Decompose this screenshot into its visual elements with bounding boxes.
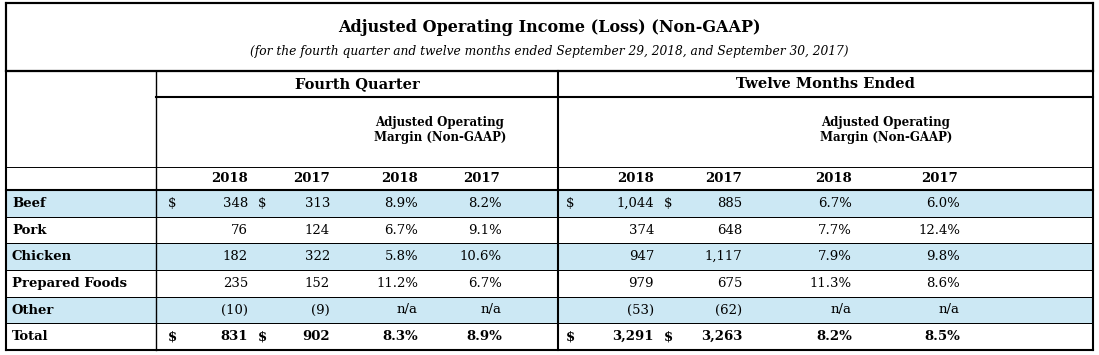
- Text: 374: 374: [629, 224, 654, 236]
- Text: Adjusted Operating
Margin (Non-GAAP): Adjusted Operating Margin (Non-GAAP): [820, 116, 952, 144]
- Text: $: $: [664, 330, 674, 343]
- Text: $: $: [566, 330, 575, 343]
- Text: 8.9%: 8.9%: [385, 197, 418, 210]
- Text: 182: 182: [223, 250, 248, 263]
- Text: 648: 648: [717, 224, 742, 236]
- Text: 11.3%: 11.3%: [810, 277, 852, 290]
- Text: (for the fourth quarter and twelve months ended September 29, 2018, and Septembe: (for the fourth quarter and twelve month…: [251, 44, 848, 58]
- Bar: [5, 297, 1094, 323]
- Text: (10): (10): [221, 304, 248, 317]
- Text: Total: Total: [12, 330, 48, 343]
- Text: $: $: [258, 330, 267, 343]
- Text: $: $: [566, 197, 575, 210]
- Text: 6.7%: 6.7%: [385, 224, 418, 236]
- Text: Beef: Beef: [12, 197, 46, 210]
- Bar: [558, 71, 1094, 97]
- Text: 7.9%: 7.9%: [818, 250, 852, 263]
- Text: 2018: 2018: [815, 172, 853, 185]
- Text: Pork: Pork: [12, 224, 46, 236]
- Text: 675: 675: [717, 277, 742, 290]
- Text: 152: 152: [304, 277, 330, 290]
- Text: 76: 76: [231, 224, 248, 236]
- Text: 2018: 2018: [212, 172, 248, 185]
- Text: (53): (53): [626, 304, 654, 317]
- Text: 235: 235: [223, 277, 248, 290]
- Text: 3,263: 3,263: [701, 330, 742, 343]
- Text: Chicken: Chicken: [12, 250, 73, 263]
- Bar: [5, 71, 1094, 350]
- Text: Twelve Months Ended: Twelve Months Ended: [736, 77, 915, 91]
- Text: 8.3%: 8.3%: [382, 330, 418, 343]
- Bar: [5, 3, 1094, 71]
- Text: $: $: [258, 197, 266, 210]
- Text: 348: 348: [223, 197, 248, 210]
- Text: $: $: [168, 197, 177, 210]
- Text: (62): (62): [714, 304, 742, 317]
- Text: 6.7%: 6.7%: [818, 197, 852, 210]
- Text: 313: 313: [304, 197, 330, 210]
- Bar: [5, 323, 1094, 350]
- Text: Adjusted Operating Income (Loss) (Non-GAAP): Adjusted Operating Income (Loss) (Non-GA…: [338, 18, 761, 36]
- Text: 12.4%: 12.4%: [918, 224, 961, 236]
- Text: 5.8%: 5.8%: [385, 250, 418, 263]
- Text: Fourth Quarter: Fourth Quarter: [295, 77, 420, 91]
- Text: 947: 947: [629, 250, 654, 263]
- Text: 2017: 2017: [293, 172, 331, 185]
- Text: 11.2%: 11.2%: [376, 277, 418, 290]
- Text: 2018: 2018: [618, 172, 654, 185]
- Text: (9): (9): [311, 304, 330, 317]
- Bar: [5, 217, 1094, 243]
- Text: 979: 979: [629, 277, 654, 290]
- Text: 8.2%: 8.2%: [468, 197, 502, 210]
- Text: 902: 902: [302, 330, 330, 343]
- Text: 1,117: 1,117: [704, 250, 742, 263]
- Text: 322: 322: [304, 250, 330, 263]
- Text: $: $: [664, 197, 673, 210]
- Bar: [5, 243, 1094, 270]
- Text: 2017: 2017: [464, 172, 500, 185]
- Text: 10.6%: 10.6%: [459, 250, 502, 263]
- Text: 3,291: 3,291: [612, 330, 654, 343]
- Text: Prepared Foods: Prepared Foods: [12, 277, 127, 290]
- Text: 9.8%: 9.8%: [926, 250, 961, 263]
- Text: n/a: n/a: [831, 304, 852, 317]
- Text: $: $: [168, 330, 177, 343]
- Text: 2017: 2017: [922, 172, 958, 185]
- Text: 1,044: 1,044: [617, 197, 654, 210]
- Text: n/a: n/a: [481, 304, 502, 317]
- Text: 8.6%: 8.6%: [926, 277, 961, 290]
- Bar: [156, 71, 558, 97]
- Text: 7.7%: 7.7%: [818, 224, 852, 236]
- Text: Adjusted Operating
Margin (Non-GAAP): Adjusted Operating Margin (Non-GAAP): [374, 116, 507, 144]
- Text: 885: 885: [717, 197, 742, 210]
- Bar: [5, 270, 1094, 297]
- Text: 6.7%: 6.7%: [468, 277, 502, 290]
- Text: 6.0%: 6.0%: [926, 197, 961, 210]
- Text: Other: Other: [12, 304, 54, 317]
- Bar: [5, 190, 1094, 217]
- Text: 9.1%: 9.1%: [468, 224, 502, 236]
- Text: 831: 831: [221, 330, 248, 343]
- Text: 8.2%: 8.2%: [817, 330, 852, 343]
- Text: 2018: 2018: [381, 172, 419, 185]
- Text: 8.5%: 8.5%: [924, 330, 961, 343]
- Text: 2017: 2017: [706, 172, 743, 185]
- Text: 124: 124: [304, 224, 330, 236]
- Text: n/a: n/a: [939, 304, 961, 317]
- Text: 8.9%: 8.9%: [466, 330, 502, 343]
- Text: n/a: n/a: [397, 304, 418, 317]
